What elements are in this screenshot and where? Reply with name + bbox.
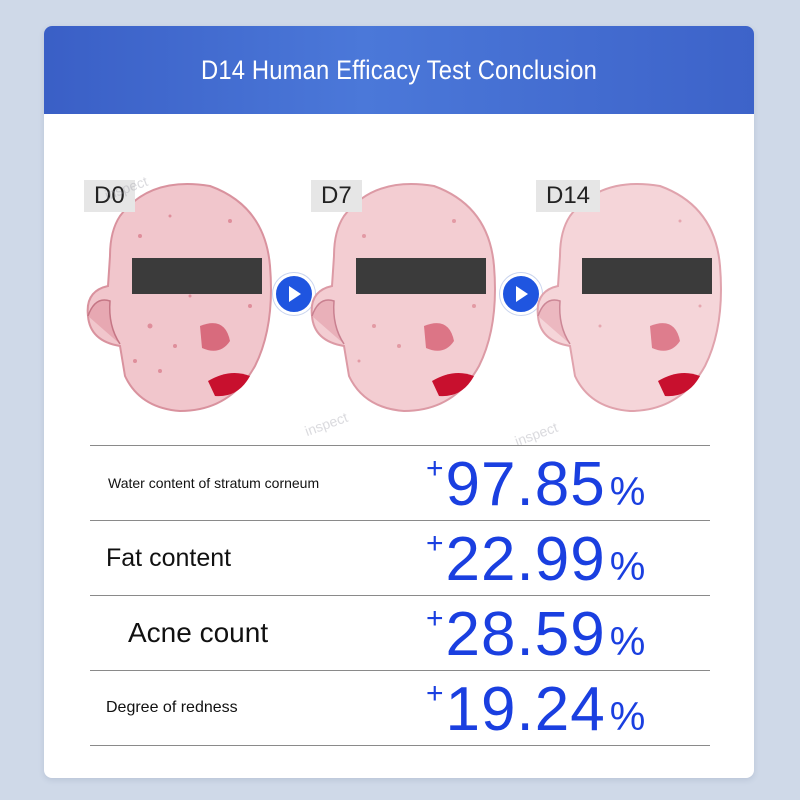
- plus-sign: +: [426, 527, 444, 560]
- next-arrow-icon: [500, 273, 542, 315]
- face-image-d0: [80, 176, 290, 426]
- results-table: Water content of stratum corneum + 97.85…: [90, 445, 710, 746]
- result-label: Degree of redness: [106, 699, 238, 716]
- result-label: Water content of stratum corneum: [108, 475, 320, 491]
- header-banner: D14 Human Efficacy Test Conclusion: [44, 26, 754, 114]
- percent-sign: %: [609, 619, 646, 664]
- efficacy-card: D14 Human Efficacy Test Conclusion D0: [44, 26, 754, 778]
- result-value: + 28.59 %: [426, 600, 645, 670]
- result-row: Acne count + 28.59 %: [90, 595, 710, 670]
- result-number: 22.99: [445, 525, 606, 594]
- result-number: 97.85: [445, 450, 606, 519]
- plus-sign: +: [426, 452, 444, 485]
- result-label: Acne count: [128, 617, 269, 648]
- page-title: D14 Human Efficacy Test Conclusion: [200, 54, 598, 85]
- result-row: Fat content + 22.99 %: [90, 520, 710, 595]
- result-number: 19.24: [445, 675, 606, 744]
- face-image-d14: [530, 176, 740, 426]
- face-comparison: D0 D7: [44, 166, 754, 456]
- result-value: + 19.24 %: [426, 675, 645, 745]
- result-row: Degree of redness + 19.24 %: [90, 670, 710, 746]
- plus-sign: +: [426, 677, 444, 710]
- day-label-d7: D7: [311, 180, 362, 212]
- next-arrow-icon: [273, 273, 315, 315]
- face-image-d7: [304, 176, 514, 426]
- result-row: Water content of stratum corneum + 97.85…: [90, 445, 710, 520]
- percent-sign: %: [609, 694, 646, 739]
- plus-sign: +: [426, 602, 444, 635]
- day-label-d0: D0: [84, 180, 135, 212]
- percent-sign: %: [609, 544, 646, 589]
- result-label: Fat content: [106, 543, 232, 572]
- percent-sign: %: [609, 469, 646, 514]
- result-value: + 22.99 %: [426, 525, 645, 595]
- result-value: + 97.85 %: [426, 450, 645, 520]
- result-number: 28.59: [445, 600, 606, 669]
- day-label-d14: D14: [536, 180, 601, 212]
